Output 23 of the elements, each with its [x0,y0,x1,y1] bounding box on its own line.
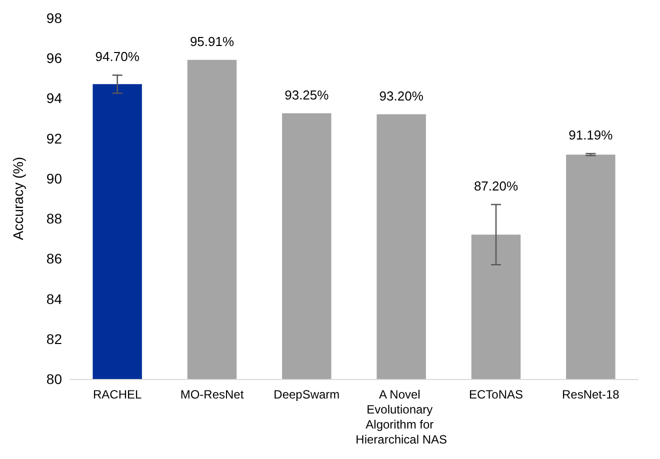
x-tick-label: ECToNAS [468,388,524,402]
y-axis-title: Accuracy (%) [10,156,26,240]
y-tick-label: 86 [46,250,62,267]
y-tick-label: 92 [46,130,62,146]
x-tick-label: RACHEL [92,388,142,402]
x-tick-label: ResNet-18 [562,388,620,402]
y-tick-label: 82 [46,330,62,347]
data-label: 93.25% [284,87,330,102]
x-tick-label: A Novel Evolutionary Algorithm for Hierarchical NAS [356,388,448,446]
y-tick-label: 96 [46,50,62,66]
data-label: 87.20% [474,178,518,194]
x-tick-label: MO-ResNet [180,388,244,402]
y-tick-label: 90 [46,170,62,186]
y-tick-label: 88 [46,210,62,227]
y-tick-label: 98 [46,10,62,26]
y-tick-label: 94 [46,90,62,106]
data-label: 91.19% [568,128,614,143]
data-label: 95.91% [190,34,234,49]
data-label: 93.20% [379,88,424,104]
data-label: 94.70% [95,49,140,64]
y-tick-label: 80 [46,371,62,387]
x-tick-label: DeepSwarm [274,388,340,402]
y-tick-label: 84 [46,290,62,307]
